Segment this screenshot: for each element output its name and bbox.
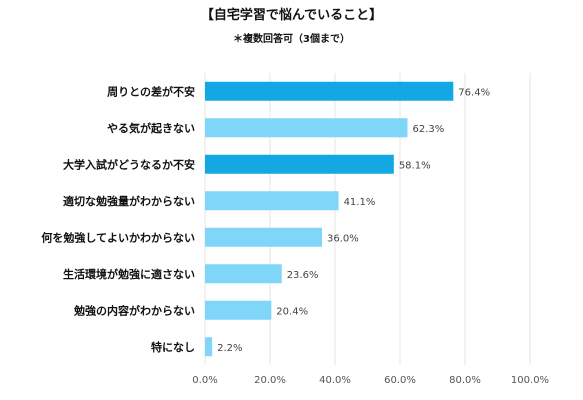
category-label-1: やる気が起きない: [107, 121, 195, 135]
bar-0: [205, 81, 454, 101]
category-label-5: 生活環境が勉強に適さない: [63, 267, 195, 281]
tick-label-4: 80.0%: [449, 375, 481, 386]
tick-label-5: 100.0%: [511, 375, 549, 386]
category-label-0: 周りとの差が不安: [107, 84, 195, 98]
tick-label-3: 60.0%: [384, 375, 416, 386]
category-label-2: 大学入試がどうなるか不安: [63, 157, 195, 171]
tick-label-1: 20.0%: [254, 375, 286, 386]
bars-layer: [205, 81, 454, 357]
category-label-3: 適切な勉強量がわからない: [63, 194, 195, 208]
value-label-3: 41.1%: [344, 197, 376, 208]
labels-layer: 周りとの差が不安 76.4% やる気が起きない 62.3% 大学入試がどうなるか不安 58…: [41, 84, 490, 354]
tick-label-2: 40.0%: [319, 375, 351, 386]
bar-3: [205, 191, 339, 211]
x-axis: 0.0% 20.0% 40.0% 60.0% 80.0% 100.0%: [192, 375, 549, 386]
bar-2: [205, 154, 394, 174]
bar-1: [205, 118, 408, 138]
chart-title: 【自宅学習で悩んでいること】: [201, 7, 382, 23]
value-label-5: 23.6%: [287, 270, 319, 281]
value-label-0: 76.4%: [458, 87, 490, 98]
category-label-6: 勉強の内容がわからない: [73, 303, 195, 317]
value-label-4: 36.0%: [327, 233, 359, 244]
value-label-1: 62.3%: [412, 124, 444, 135]
bar-6: [205, 300, 272, 320]
value-label-2: 58.1%: [399, 160, 431, 171]
value-label-7: 2.2%: [217, 343, 242, 354]
bar-7: [205, 337, 213, 357]
category-label-7: 特になし: [151, 340, 195, 354]
grid-lines: [204, 73, 531, 365]
tick-label-0: 0.0%: [192, 375, 217, 386]
chart-subtitle: ＊複数回答可（3個まで）: [233, 32, 350, 45]
category-label-4: 何を勉強してよいかわからない: [41, 230, 195, 244]
bar-5: [205, 264, 282, 284]
bar-4: [205, 227, 322, 247]
value-label-6: 20.4%: [276, 306, 308, 317]
